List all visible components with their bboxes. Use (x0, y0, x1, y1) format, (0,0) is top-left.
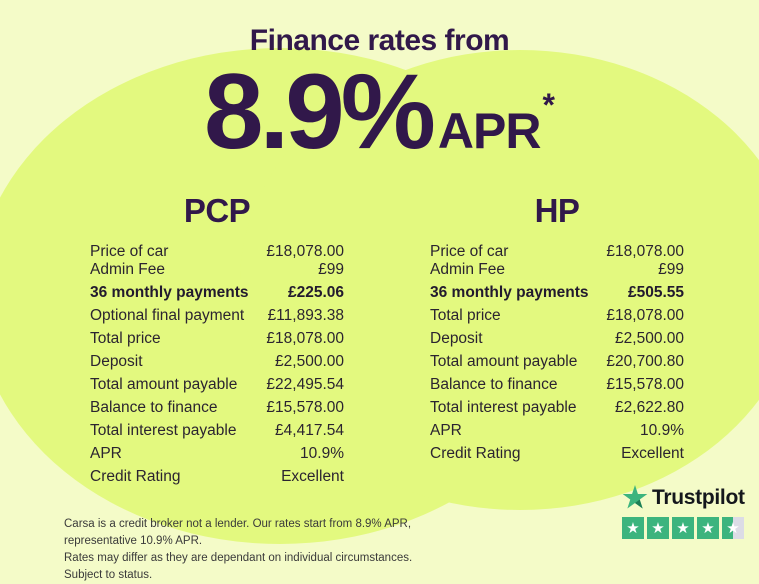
row-value: £2,500.00 (275, 353, 344, 370)
rate-asterisk: * (542, 87, 555, 123)
table-row: APR 10.9% (430, 422, 684, 440)
table-row: 36 monthly payments £505.55 (430, 284, 684, 302)
row-label: APR (430, 422, 462, 439)
table-row: Total price £18,078.00 (430, 307, 684, 325)
headline-rate: 8.9% APR * (0, 58, 759, 165)
row-value: £505.55 (627, 284, 684, 301)
full-star-box-icon: ★ (697, 517, 719, 539)
finance-banner: Finance rates from 8.9% APR * PCP Price … (0, 24, 759, 581)
pcp-column: PCP Price of car £18,078.00 Admin Fee £99 36… (90, 192, 344, 491)
table-row: Credit Rating Excellent (430, 445, 684, 463)
row-label: Credit Rating (430, 445, 521, 462)
legal-disclaimer: Carsa is a credit broker not a lender. O… (64, 516, 419, 584)
row-label: Deposit (430, 330, 483, 347)
pcp-column-title: PCP (183, 192, 251, 229)
half-star-box-icon: ★ (722, 517, 744, 539)
row-label: Price of car (430, 243, 509, 260)
row-value: £11,893.38 (267, 307, 344, 324)
row-label: Credit Rating (90, 468, 181, 485)
row-label: Total amount payable (430, 353, 578, 370)
row-value: £4,417.54 (275, 422, 344, 439)
table-row: Balance to finance £15,578.00 (90, 399, 344, 417)
row-label: Balance to finance (430, 376, 558, 393)
table-row: 36 monthly payments £225.06 (90, 284, 344, 302)
banner-subtitle: Finance rates from (249, 24, 510, 57)
table-row: Admin Fee £99 (90, 261, 344, 279)
row-value: £2,500.00 (615, 330, 684, 347)
rate-value: 8.9% (204, 51, 436, 171)
full-star-box-icon: ★ (672, 517, 694, 539)
trustpilot-rating-stars: ★ ★ ★ ★ ★ (622, 517, 748, 539)
row-value: £2,622.80 (615, 399, 684, 416)
trustpilot-widget: Trustpilot ★ ★ ★ ★ ★ (622, 485, 748, 539)
hp-table: Price of car £18,078.00 Admin Fee £99 36 mon… (430, 243, 684, 463)
row-label: Optional final payment (90, 307, 245, 324)
table-row: Total amount payable £22,495.54 (90, 376, 344, 394)
row-value: Excellent (621, 445, 684, 462)
row-label: Total interest payable (90, 422, 237, 439)
table-row: Credit Rating Excellent (90, 468, 344, 486)
disclaimer-line-2: Rates may differ as they are dependant o… (64, 552, 413, 581)
table-row: Total price £18,078.00 (90, 330, 344, 348)
decorative-circle-right (240, 50, 759, 510)
row-value: £20,700.80 (606, 353, 684, 370)
row-value: £15,578.00 (266, 399, 344, 416)
table-row: Total interest payable £4,417.54 (90, 422, 344, 440)
row-value: Excellent (281, 468, 344, 485)
row-value: £18,078.00 (606, 307, 684, 324)
table-row: Balance to finance £15,578.00 (430, 376, 684, 394)
full-star-box-icon: ★ (647, 517, 669, 539)
row-label: Balance to finance (90, 399, 218, 416)
row-value: 10.9% (300, 445, 344, 462)
row-label: Total price (90, 330, 161, 347)
row-label: 36 monthly payments (430, 284, 589, 301)
row-label: Admin Fee (90, 261, 165, 278)
row-label: Price of car (90, 243, 169, 260)
row-value: £225.06 (287, 284, 344, 301)
table-row: Price of car £18,078.00 (430, 243, 684, 261)
row-value: £22,495.54 (266, 376, 344, 393)
row-value: £99 (318, 261, 344, 278)
table-row: Deposit £2,500.00 (90, 353, 344, 371)
row-label: 36 monthly payments (90, 284, 249, 301)
trustpilot-star-icon (622, 485, 648, 509)
row-label: APR (90, 445, 122, 462)
hp-column-title: HP (534, 192, 580, 229)
row-label: Total price (430, 307, 501, 324)
row-value: £18,078.00 (266, 243, 344, 260)
row-label: Admin Fee (430, 261, 505, 278)
row-value: £18,078.00 (266, 330, 344, 347)
row-value: £18,078.00 (606, 243, 684, 260)
row-value: £99 (658, 261, 684, 278)
row-value: £15,578.00 (606, 376, 684, 393)
rate-suffix: APR (437, 103, 542, 159)
row-label: Total interest payable (430, 399, 577, 416)
table-row: APR 10.9% (90, 445, 344, 463)
disclaimer-line-1: Carsa is a credit broker not a lender. O… (64, 518, 412, 547)
row-label: Total amount payable (90, 376, 238, 393)
full-star-box-icon: ★ (622, 517, 644, 539)
table-row: Admin Fee £99 (430, 261, 684, 279)
row-label: Deposit (90, 353, 143, 370)
table-row: Total interest payable £2,622.80 (430, 399, 684, 417)
table-row: Optional final payment £11,893.38 (90, 307, 344, 325)
pcp-table: Price of car £18,078.00 Admin Fee £99 36 mon… (90, 243, 344, 486)
row-value: 10.9% (640, 422, 684, 439)
table-row: Price of car £18,078.00 (90, 243, 344, 261)
table-row: Total amount payable £20,700.80 (430, 353, 684, 371)
trustpilot-brand-label: Trustpilot (652, 486, 745, 509)
hp-column: HP Price of car £18,078.00 Admin Fee £99 36 … (430, 192, 684, 468)
trustpilot-logo: Trustpilot (622, 485, 748, 511)
table-row: Deposit £2,500.00 (430, 330, 684, 348)
